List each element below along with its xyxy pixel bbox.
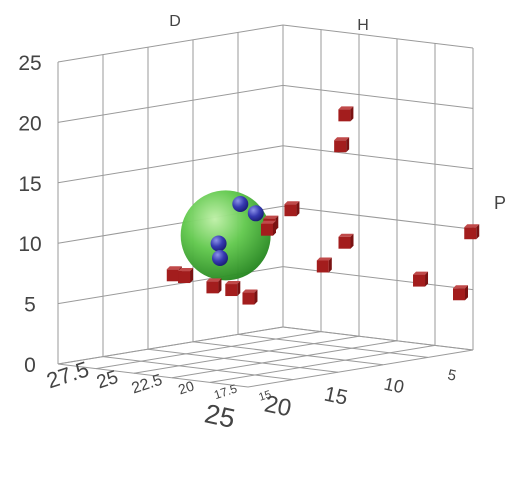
- x-tick-label: 25: [202, 398, 238, 434]
- grid-line: [133, 335, 360, 374]
- grid-line: [282, 84, 474, 109]
- data-point-sphere: [232, 196, 249, 213]
- grid-line: [247, 349, 474, 388]
- data-point-cube: [453, 285, 468, 301]
- grid-line: [147, 348, 339, 373]
- marks-layer: [166, 106, 480, 305]
- data-point-cube: [178, 268, 194, 284]
- x-tick-label: 15: [322, 382, 350, 409]
- right-wall-label: H: [357, 17, 369, 34]
- z-tick-label: 20: [18, 112, 41, 135]
- grid-line: [102, 356, 294, 381]
- grid-line: [282, 266, 474, 291]
- data-point-large-sphere: [180, 190, 271, 281]
- data-point-cube: [225, 281, 241, 297]
- grid-line: [282, 145, 474, 170]
- y-tick-label: 22.5: [130, 372, 165, 398]
- data-point-cube: [334, 137, 350, 153]
- y-tick-label: 17.5: [212, 381, 239, 402]
- grid-line: [95, 331, 322, 370]
- data-point-sphere: [211, 249, 228, 266]
- grid-line: [57, 326, 284, 365]
- grid-line: [57, 84, 284, 123]
- data-point-cube: [338, 106, 354, 122]
- z-tick-label: 25: [18, 52, 41, 75]
- z-tick-label: 5: [24, 294, 36, 317]
- data-point-cube: [464, 224, 480, 240]
- z-tick-label: 10: [18, 233, 41, 256]
- grid-line: [282, 326, 474, 351]
- x-tick-label: 10: [382, 374, 406, 398]
- grid-line: [57, 24, 284, 63]
- data-point-cube: [338, 233, 354, 249]
- y-tick-label: 15: [257, 389, 272, 404]
- grid-line: [237, 333, 429, 358]
- x-tick-label: 5: [446, 366, 458, 384]
- grid-line: [57, 145, 284, 184]
- y-tick-label: 27.5: [43, 356, 91, 393]
- data-point-cube: [242, 289, 258, 305]
- x-tick-label: 20: [262, 390, 294, 422]
- grid-line: [171, 340, 398, 379]
- data-point-cube: [206, 278, 222, 294]
- data-point-sphere: [247, 205, 264, 222]
- data-point-sphere: [210, 235, 227, 252]
- grid-line: [57, 363, 249, 388]
- data-point-cube: [284, 201, 300, 217]
- z-tick-label: 15: [18, 173, 41, 196]
- grid-line: [282, 205, 474, 230]
- grid-line: [209, 344, 436, 383]
- side-axis-label: P: [494, 193, 506, 213]
- data-point-cube: [316, 257, 332, 273]
- data-point-cube: [413, 271, 429, 287]
- grid-line: [282, 24, 474, 49]
- data-point-cube: [260, 220, 276, 236]
- grid-layer: [57, 24, 474, 388]
- left-wall-label: D: [169, 13, 181, 30]
- y-tick-label: 20: [176, 377, 196, 397]
- z-tick-label: 0: [24, 354, 36, 377]
- grid-line: [192, 341, 384, 366]
